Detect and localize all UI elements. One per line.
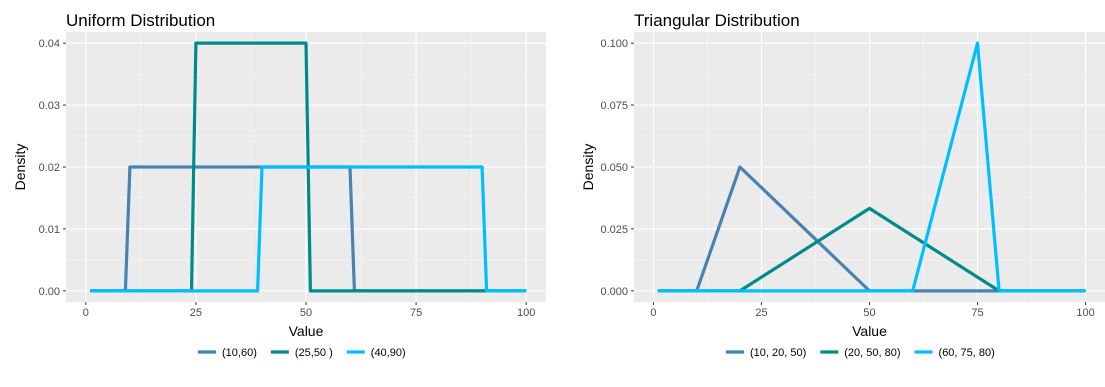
x-tick-label: 75 [971, 307, 983, 319]
y-tick-label: 0.075 [600, 100, 628, 112]
y-axis-label: Density [580, 144, 596, 191]
legend-label-2: (25,50 ) [295, 347, 333, 359]
y-tick-label: 0.025 [600, 224, 628, 236]
x-tick-label: 100 [517, 307, 535, 319]
series-line-3 [90, 165, 527, 293]
legend-label-1: (10, 20, 50) [750, 347, 806, 359]
legend-label-1: (10,60) [222, 347, 257, 359]
chart-title: Uniform Distribution [66, 11, 215, 30]
x-tick-label: 75 [410, 307, 422, 319]
y-tick-label: 0.00 [39, 286, 60, 298]
legend-label-2: (20, 50, 80) [844, 347, 900, 359]
x-tick-label: 25 [755, 307, 767, 319]
y-tick-label: 0.100 [600, 38, 628, 50]
y-tick-label: 0.01 [39, 224, 60, 236]
chart-panel-1: 0 25 50 75 100 0.00 0.01 0.02 0.03 0.04 Uniform Di… [12, 11, 546, 359]
legend: (10, 20, 50) (20, 50, 80) (60, 75, 80) [726, 347, 995, 359]
x-tick-label: 100 [1076, 307, 1094, 319]
x-axis-label: Value [852, 323, 887, 339]
x-axis-label: Value [289, 323, 324, 339]
x-tick-label: 50 [300, 307, 312, 319]
y-axis-label: Density [12, 144, 28, 191]
y-tick-label: 0.050 [600, 162, 628, 174]
series-line-3 [657, 41, 1086, 293]
x-tick-label: 0 [650, 307, 656, 319]
legend-label-3: (40,90) [371, 347, 406, 359]
y-tick-label: 0.02 [39, 162, 60, 174]
legend-label-3: (60, 75, 80) [939, 347, 995, 359]
chart-title: Triangular Distribution [634, 11, 800, 30]
x-tick-label: 25 [190, 307, 202, 319]
y-tick-label: 0.000 [600, 286, 628, 298]
chart-panel-2: 0 25 50 75 100 0.000 0.025 0.050 0.075 0.100 Trian… [580, 11, 1105, 359]
x-tick-label: 0 [83, 307, 89, 319]
y-tick-label: 0.03 [39, 100, 60, 112]
x-tick-label: 50 [863, 307, 875, 319]
y-tick-label: 0.04 [39, 38, 60, 50]
legend: (10,60) (25,50 ) (40,90) [198, 347, 406, 359]
